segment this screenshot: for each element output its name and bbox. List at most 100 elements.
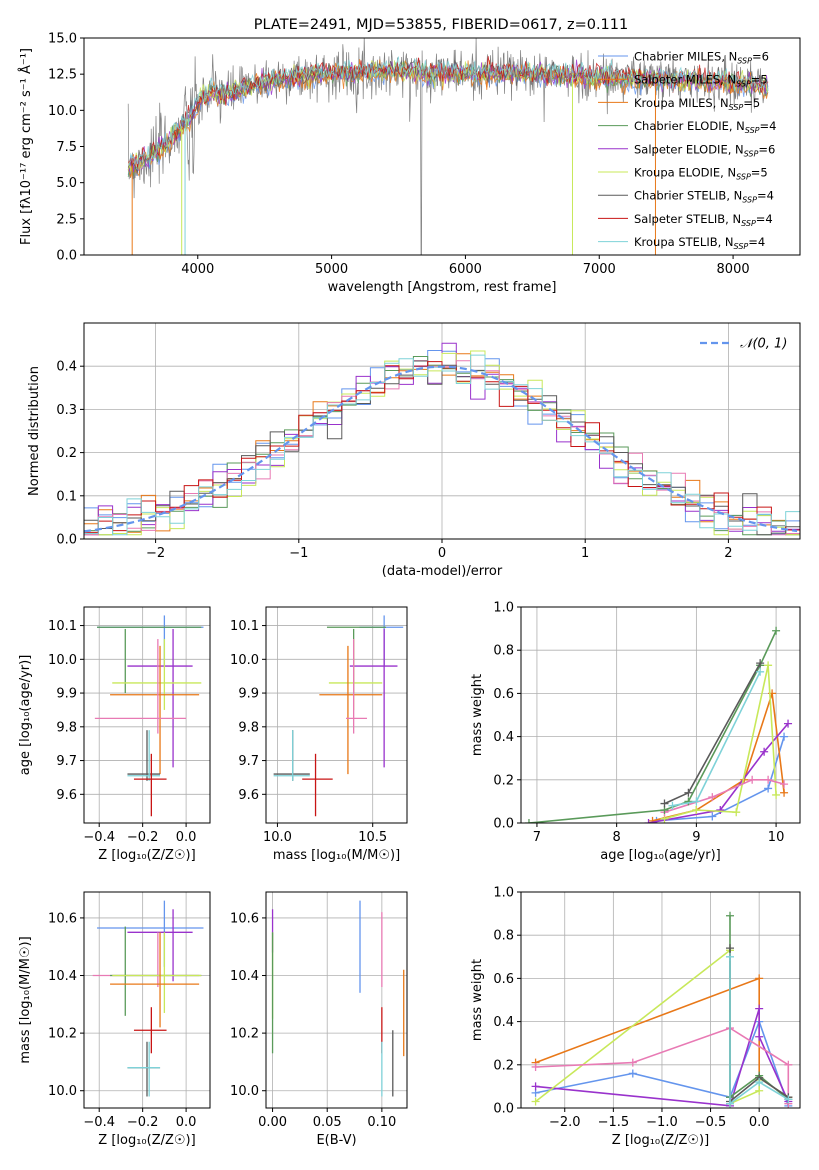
mass-weight-marker [684,797,693,806]
y-tick-label: 10.2 [48,1027,77,1042]
legend-entry: Chabrier MILES, NSSP=6 [634,50,769,66]
y-axis-label: Flux [fλ10⁻¹⁷ erg cm⁻² s⁻¹ Å⁻¹] [18,48,34,245]
x-axis-label: Z [log₁₀(Z/Z☉)] [612,1133,709,1148]
y-tick-label: 10.6 [230,911,259,926]
age-vs-metallicity-panel: −0.4 −0.2 0.0 9.6 9.7 9.8 9.9 10.0 10.1 Z [log₁₀(… [18,606,211,863]
y-tick-label: 10.1 [230,619,259,634]
x-tick-label: −0.2 [127,1115,159,1130]
y-tick-label: 0.2 [56,446,77,461]
mass-weight-marker [644,819,653,823]
y-axis-label: mass [log₁₀(M/M☉)] [18,936,33,1063]
x-tick-label: 8000 [717,262,750,277]
mass-weight-vs-age-panel: 7 8 9 10 0.0 0.2 0.4 0.6 0.8 1.0 age [log₁₀(age/yr… [470,601,801,863]
y-tick-label: 0.1 [56,489,77,504]
mass-weight-marker [726,952,735,961]
y-tick-label: 9.9 [238,687,259,702]
x-tick-label: 10.5 [358,830,387,845]
chart-title: PLATE=2491, MJD=53855, FIBERID=0617, z=0… [254,17,628,33]
x-tick-label: 8 [613,830,621,845]
y-tick-label: 9.6 [238,788,259,803]
x-axis-label: Z [log₁₀(Z/Z☉)] [98,1133,195,1148]
mass-weight-marker [692,797,701,806]
x-tick-label: −0.4 [83,1115,115,1130]
gaussian-curve [84,365,798,533]
mass-weight-marker [684,788,693,797]
y-tick-label: 10.4 [48,969,77,984]
histogram-step-line [84,360,800,536]
x-tick-label: −1 [289,546,308,561]
y-tick-label: 0.0 [56,249,77,264]
mass-vs-metallicity-panel: −0.4 −0.2 0.0 10.0 10.2 10.4 10.6 Z [log₁₀(Z/Z☉… [18,891,211,1148]
y-tick-label: 9.7 [238,754,259,769]
mass-weight-marker [531,1062,540,1071]
y-tick-label: 0.8 [493,929,514,944]
mass-weight-marker [755,1086,764,1095]
axes-frame [83,891,211,1109]
legend-entry: Chabrier ELODIE, NSSP=4 [634,119,776,135]
mass-weight-marker [648,816,657,823]
y-tick-label: 9.6 [56,788,77,803]
plot-area [92,900,204,1097]
plot-area [127,38,769,255]
mass-weight-marker [764,775,773,784]
legend-entry: Salpeter STELIB, NSSP=4 [634,212,773,228]
x-tick-label: −0.5 [695,1115,727,1130]
mass-weight-line [729,956,789,1106]
y-tick-label: 15.0 [48,32,77,47]
x-tick-label: 7 [533,830,541,845]
y-tick-label: 9.7 [56,754,77,769]
y-tick-label: 2.5 [56,212,77,227]
y-tick-label: 0.6 [493,972,514,987]
x-tick-label: −1.0 [646,1115,678,1130]
mass-weight-marker [756,667,765,676]
mass-weight-marker [755,1004,764,1013]
axes-frame [265,606,408,824]
plot-area [94,615,204,817]
axes-frame [83,606,211,824]
y-tick-label: 10.0 [230,1084,259,1099]
x-tick-label: 7000 [583,262,616,277]
x-tick-label: 2 [724,546,732,561]
spectrum-model-line [128,56,769,166]
x-tick-label: −2 [146,546,165,561]
y-tick-label: 10.0 [48,1084,77,1099]
legend-entry: Kroupa MILES, NSSP=5 [634,96,760,112]
y-axis-label: mass weight [470,674,485,756]
y-tick-label: 12.5 [48,68,77,83]
mass-weight-marker [755,974,764,983]
mass-weight-marker [524,819,533,823]
mass-weight-marker [755,1032,764,1041]
x-tick-label: 5000 [315,262,348,277]
x-axis-label: (data-model)/error [382,564,503,579]
legend-entry: Kroupa ELODIE, NSSP=5 [634,166,768,182]
mass-weight-marker [784,1060,793,1069]
y-tick-label: 0.2 [493,1058,514,1073]
x-tick-label: 9 [692,830,700,845]
y-tick-label: 9.8 [56,720,77,735]
y-tick-label: 7.5 [56,140,77,155]
x-tick-label: 0.0 [176,830,197,845]
mass-weight-marker [780,780,789,789]
age-vs-mass-panel: 10.0 10.5 9.6 9.7 9.8 9.9 10.0 10.1 mass [log₁₀(… [230,606,408,863]
mass-weight-line [656,736,785,822]
mass-weight-marker [716,806,725,815]
legend-entry: Chabrier STELIB, NSSP=4 [634,189,774,205]
axes-frame [265,891,408,1109]
mass-weight-marker [531,1097,540,1106]
mass-weight-marker [628,1058,637,1067]
x-tick-label: −0.4 [83,830,115,845]
plot-area [524,626,793,823]
x-tick-label: −2.0 [549,1115,581,1130]
x-tick-label: −0.2 [127,830,159,845]
x-tick-label: 1 [581,546,589,561]
mass-weight-marker [531,1082,540,1091]
y-axis-label: mass weight [470,959,485,1041]
y-tick-label: 9.9 [56,687,77,702]
mass-weight-marker [784,1095,793,1104]
x-tick-label: 0.0 [176,1115,197,1130]
y-tick-label: 10.1 [48,619,77,634]
mass-weight-marker [780,732,789,741]
mass-weight-marker [760,747,769,756]
plot-area [84,342,800,536]
